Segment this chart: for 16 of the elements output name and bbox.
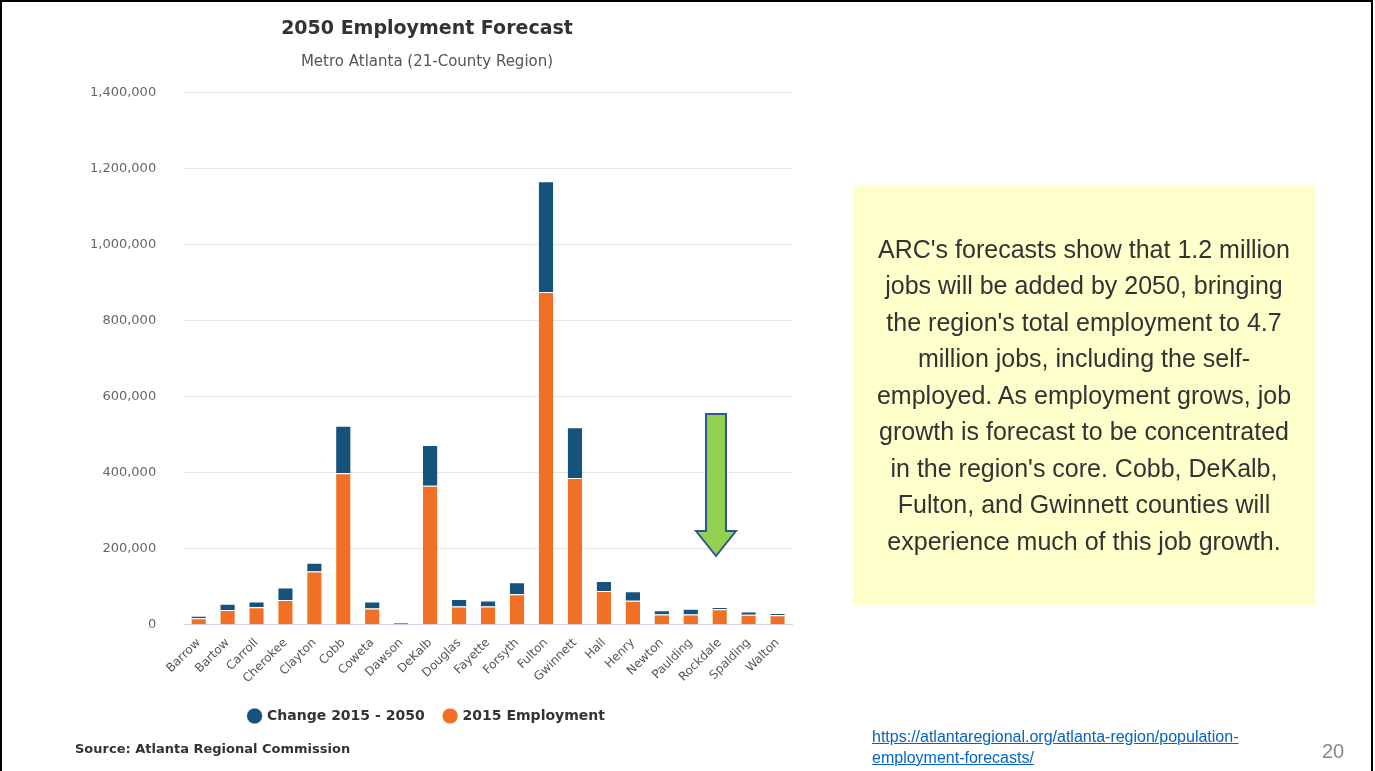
y-tick-label: 800,000 xyxy=(102,312,157,328)
y-tick-label: 400,000 xyxy=(102,464,157,480)
chart-subtitle: Metro Atlanta (21-County Region) xyxy=(300,51,554,70)
legend-label: Change 2015 - 2050 xyxy=(267,706,425,723)
legend-label: 2015 Employment xyxy=(462,706,606,723)
text: 20 xyxy=(1322,740,1345,763)
y-tick-label: 1,200,000 xyxy=(89,160,157,176)
source-note: Source: Atlanta Regional Commission xyxy=(75,741,351,756)
y-tick-label: 1,000,000 xyxy=(89,236,157,252)
y-tick-label: 600,000 xyxy=(102,388,157,404)
y-tick-label: 1,400,000 xyxy=(89,84,157,100)
text: https://atlantaregional.org/atlanta-region/population-employment-forecasts/ xyxy=(872,727,1240,768)
text: ARC's forecasts show that 1.2 million jobs will be added by 2050, bringing the region's total employment to 4.7 million jobs, including the self-employed. As employment grows, job growth is forecast to be concentrated in the region's core. Cobb, DeKalb, Fulton, and Gwinnett counties will experience much of this job growth. xyxy=(876,234,1292,555)
y-tick-label: 200,000 xyxy=(102,540,157,556)
y-tick-label: 0 xyxy=(147,616,157,632)
chart-title: 2050 Employment Forecast xyxy=(281,16,573,39)
